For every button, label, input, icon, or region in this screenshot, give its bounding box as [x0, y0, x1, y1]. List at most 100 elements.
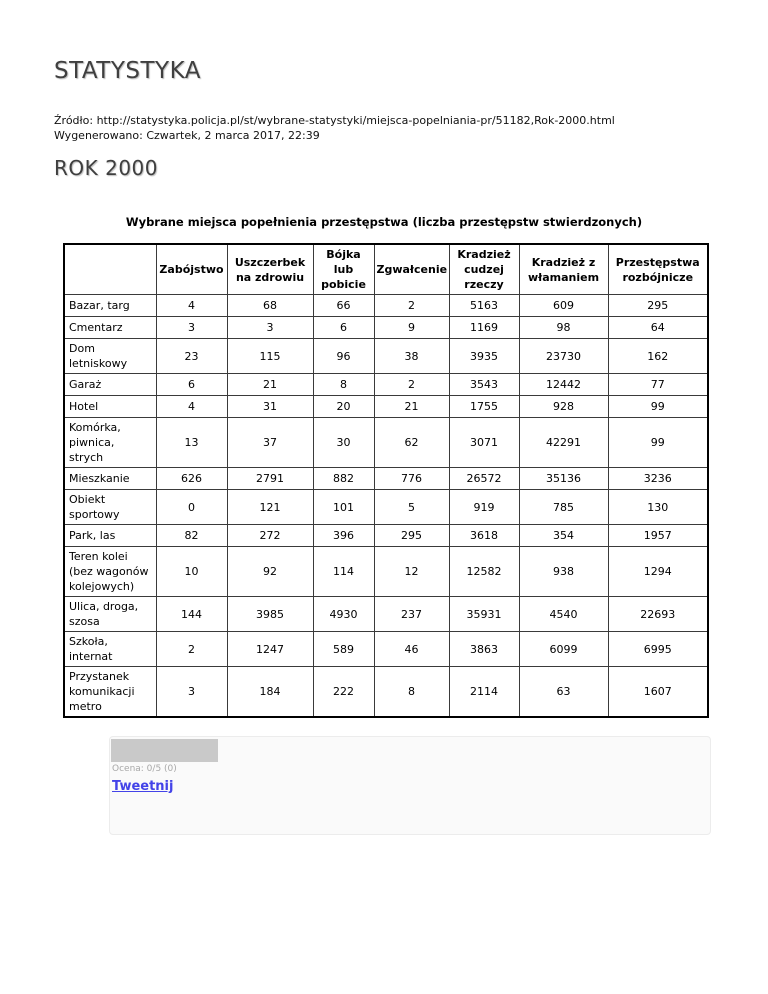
value-cell: 2114	[448, 666, 520, 718]
value-cell: 26572	[448, 467, 520, 490]
value-cell: 626	[155, 467, 228, 490]
value-cell: 22693	[607, 596, 709, 632]
value-cell: 3236	[607, 467, 709, 490]
value-cell: 2	[155, 631, 228, 667]
value-cell: 2	[373, 373, 450, 396]
column-header: Uszczerbek na zdrowiu	[226, 243, 314, 295]
row-label-cell: Cmentarz	[63, 316, 157, 339]
row-label-cell: Hotel	[63, 395, 157, 418]
table-row: Bazar, targ 4 68 66 2 5163 609 295	[63, 294, 709, 317]
value-cell: 37	[226, 417, 314, 468]
value-cell: 3071	[448, 417, 520, 468]
value-cell: 776	[373, 467, 450, 490]
value-cell: 8	[312, 373, 375, 396]
value-cell: 66	[312, 294, 375, 317]
value-cell: 938	[518, 546, 609, 597]
value-cell: 1169	[448, 316, 520, 339]
value-cell: 162	[607, 338, 709, 374]
value-cell: 130	[607, 489, 709, 525]
value-cell: 3935	[448, 338, 520, 374]
value-cell: 99	[607, 395, 709, 418]
value-cell: 222	[312, 666, 375, 718]
value-cell: 10	[155, 546, 228, 597]
value-cell: 77	[607, 373, 709, 396]
value-cell: 6	[155, 373, 228, 396]
table-row: Teren kolei (bez wagonów kolejowych) 10 92…	[63, 546, 709, 597]
table-row: Obiekt sportowy 0 121 101 5 919 785 130	[63, 489, 709, 525]
value-cell: 295	[373, 524, 450, 547]
crime-statistics-table: Zabójstwo Uszczerbek na zdrowiu Bójka lu…	[63, 243, 709, 718]
rating-stars-placeholder	[111, 739, 218, 762]
value-cell: 121	[226, 489, 314, 525]
value-cell: 3	[226, 316, 314, 339]
value-cell: 2	[373, 294, 450, 317]
table-row: Komórka, piwnica, strych 13 37 30 62 3071 4229…	[63, 417, 709, 468]
value-cell: 35136	[518, 467, 609, 490]
row-label-cell: Szkoła, internat	[63, 631, 157, 667]
value-cell: 0	[155, 489, 228, 525]
value-cell: 68	[226, 294, 314, 317]
value-cell: 9	[373, 316, 450, 339]
column-header: Kradzież z włamaniem	[518, 243, 609, 295]
value-cell: 13	[155, 417, 228, 468]
value-cell: 3	[155, 666, 228, 718]
generated-line: Wygenerowano: Czwartek, 2 marca 2017, 22…	[54, 129, 320, 142]
rating-share-widget: Ocena: 0/5 (0) Tweetnij	[109, 736, 711, 835]
value-cell: 92	[226, 546, 314, 597]
value-cell: 101	[312, 489, 375, 525]
value-cell: 396	[312, 524, 375, 547]
table-row: Szkoła, internat 2 1247 589 46 3863 6099 6995	[63, 631, 709, 667]
value-cell: 12582	[448, 546, 520, 597]
value-cell: 82	[155, 524, 228, 547]
value-cell: 609	[518, 294, 609, 317]
value-cell: 6099	[518, 631, 609, 667]
value-cell: 5	[373, 489, 450, 525]
value-cell: 31	[226, 395, 314, 418]
value-cell: 99	[607, 417, 709, 468]
value-cell: 63	[518, 666, 609, 718]
value-cell: 928	[518, 395, 609, 418]
row-label-cell: Park, las	[63, 524, 157, 547]
value-cell: 3	[155, 316, 228, 339]
value-cell: 785	[518, 489, 609, 525]
value-cell: 98	[518, 316, 609, 339]
value-cell: 6	[312, 316, 375, 339]
value-cell: 23	[155, 338, 228, 374]
value-cell: 6995	[607, 631, 709, 667]
value-cell: 96	[312, 338, 375, 374]
value-cell: 3618	[448, 524, 520, 547]
value-cell: 295	[607, 294, 709, 317]
value-cell: 1957	[607, 524, 709, 547]
value-cell: 42291	[518, 417, 609, 468]
table-row: Park, las 82 272 396 295 3618 354 1957	[63, 524, 709, 547]
page-container: STATYSTYKA Źródło: http://statystyka.pol…	[54, 58, 768, 835]
table-header: Zabójstwo Uszczerbek na zdrowiu Bójka lu…	[63, 243, 709, 295]
tweet-link[interactable]: Tweetnij	[112, 779, 174, 794]
table-row: Dom letniskowy 23 115 96 38 3935 23730 162	[63, 338, 709, 374]
header-row: Zabójstwo Uszczerbek na zdrowiu Bójka lu…	[63, 243, 709, 295]
value-cell: 23730	[518, 338, 609, 374]
meta-block: Źródło: http://statystyka.policja.pl/st/…	[54, 113, 768, 143]
value-cell: 4540	[518, 596, 609, 632]
table-row: Mieszkanie 626 2791 882 776 26572 35136 3236	[63, 467, 709, 490]
value-cell: 919	[448, 489, 520, 525]
row-label-cell: Mieszkanie	[63, 467, 157, 490]
column-header: Zgwałcenie	[373, 243, 450, 295]
value-cell: 12442	[518, 373, 609, 396]
value-cell: 3985	[226, 596, 314, 632]
value-cell: 12	[373, 546, 450, 597]
table-body: Bazar, targ 4 68 66 2 5163 609 295 Cmentarz 3 3 6 9 1…	[63, 294, 709, 718]
value-cell: 1755	[448, 395, 520, 418]
value-cell: 354	[518, 524, 609, 547]
column-header: Zabójstwo	[155, 243, 228, 295]
value-cell: 46	[373, 631, 450, 667]
value-cell: 5163	[448, 294, 520, 317]
table-row: Hotel 4 31 20 21 1755 928 99	[63, 395, 709, 418]
value-cell: 3543	[448, 373, 520, 396]
table-row: Cmentarz 3 3 6 9 1169 98 64	[63, 316, 709, 339]
value-cell: 589	[312, 631, 375, 667]
value-cell: 4	[155, 294, 228, 317]
column-header: Przestępstwa rozbójnicze	[607, 243, 709, 295]
value-cell: 1247	[226, 631, 314, 667]
value-cell: 30	[312, 417, 375, 468]
